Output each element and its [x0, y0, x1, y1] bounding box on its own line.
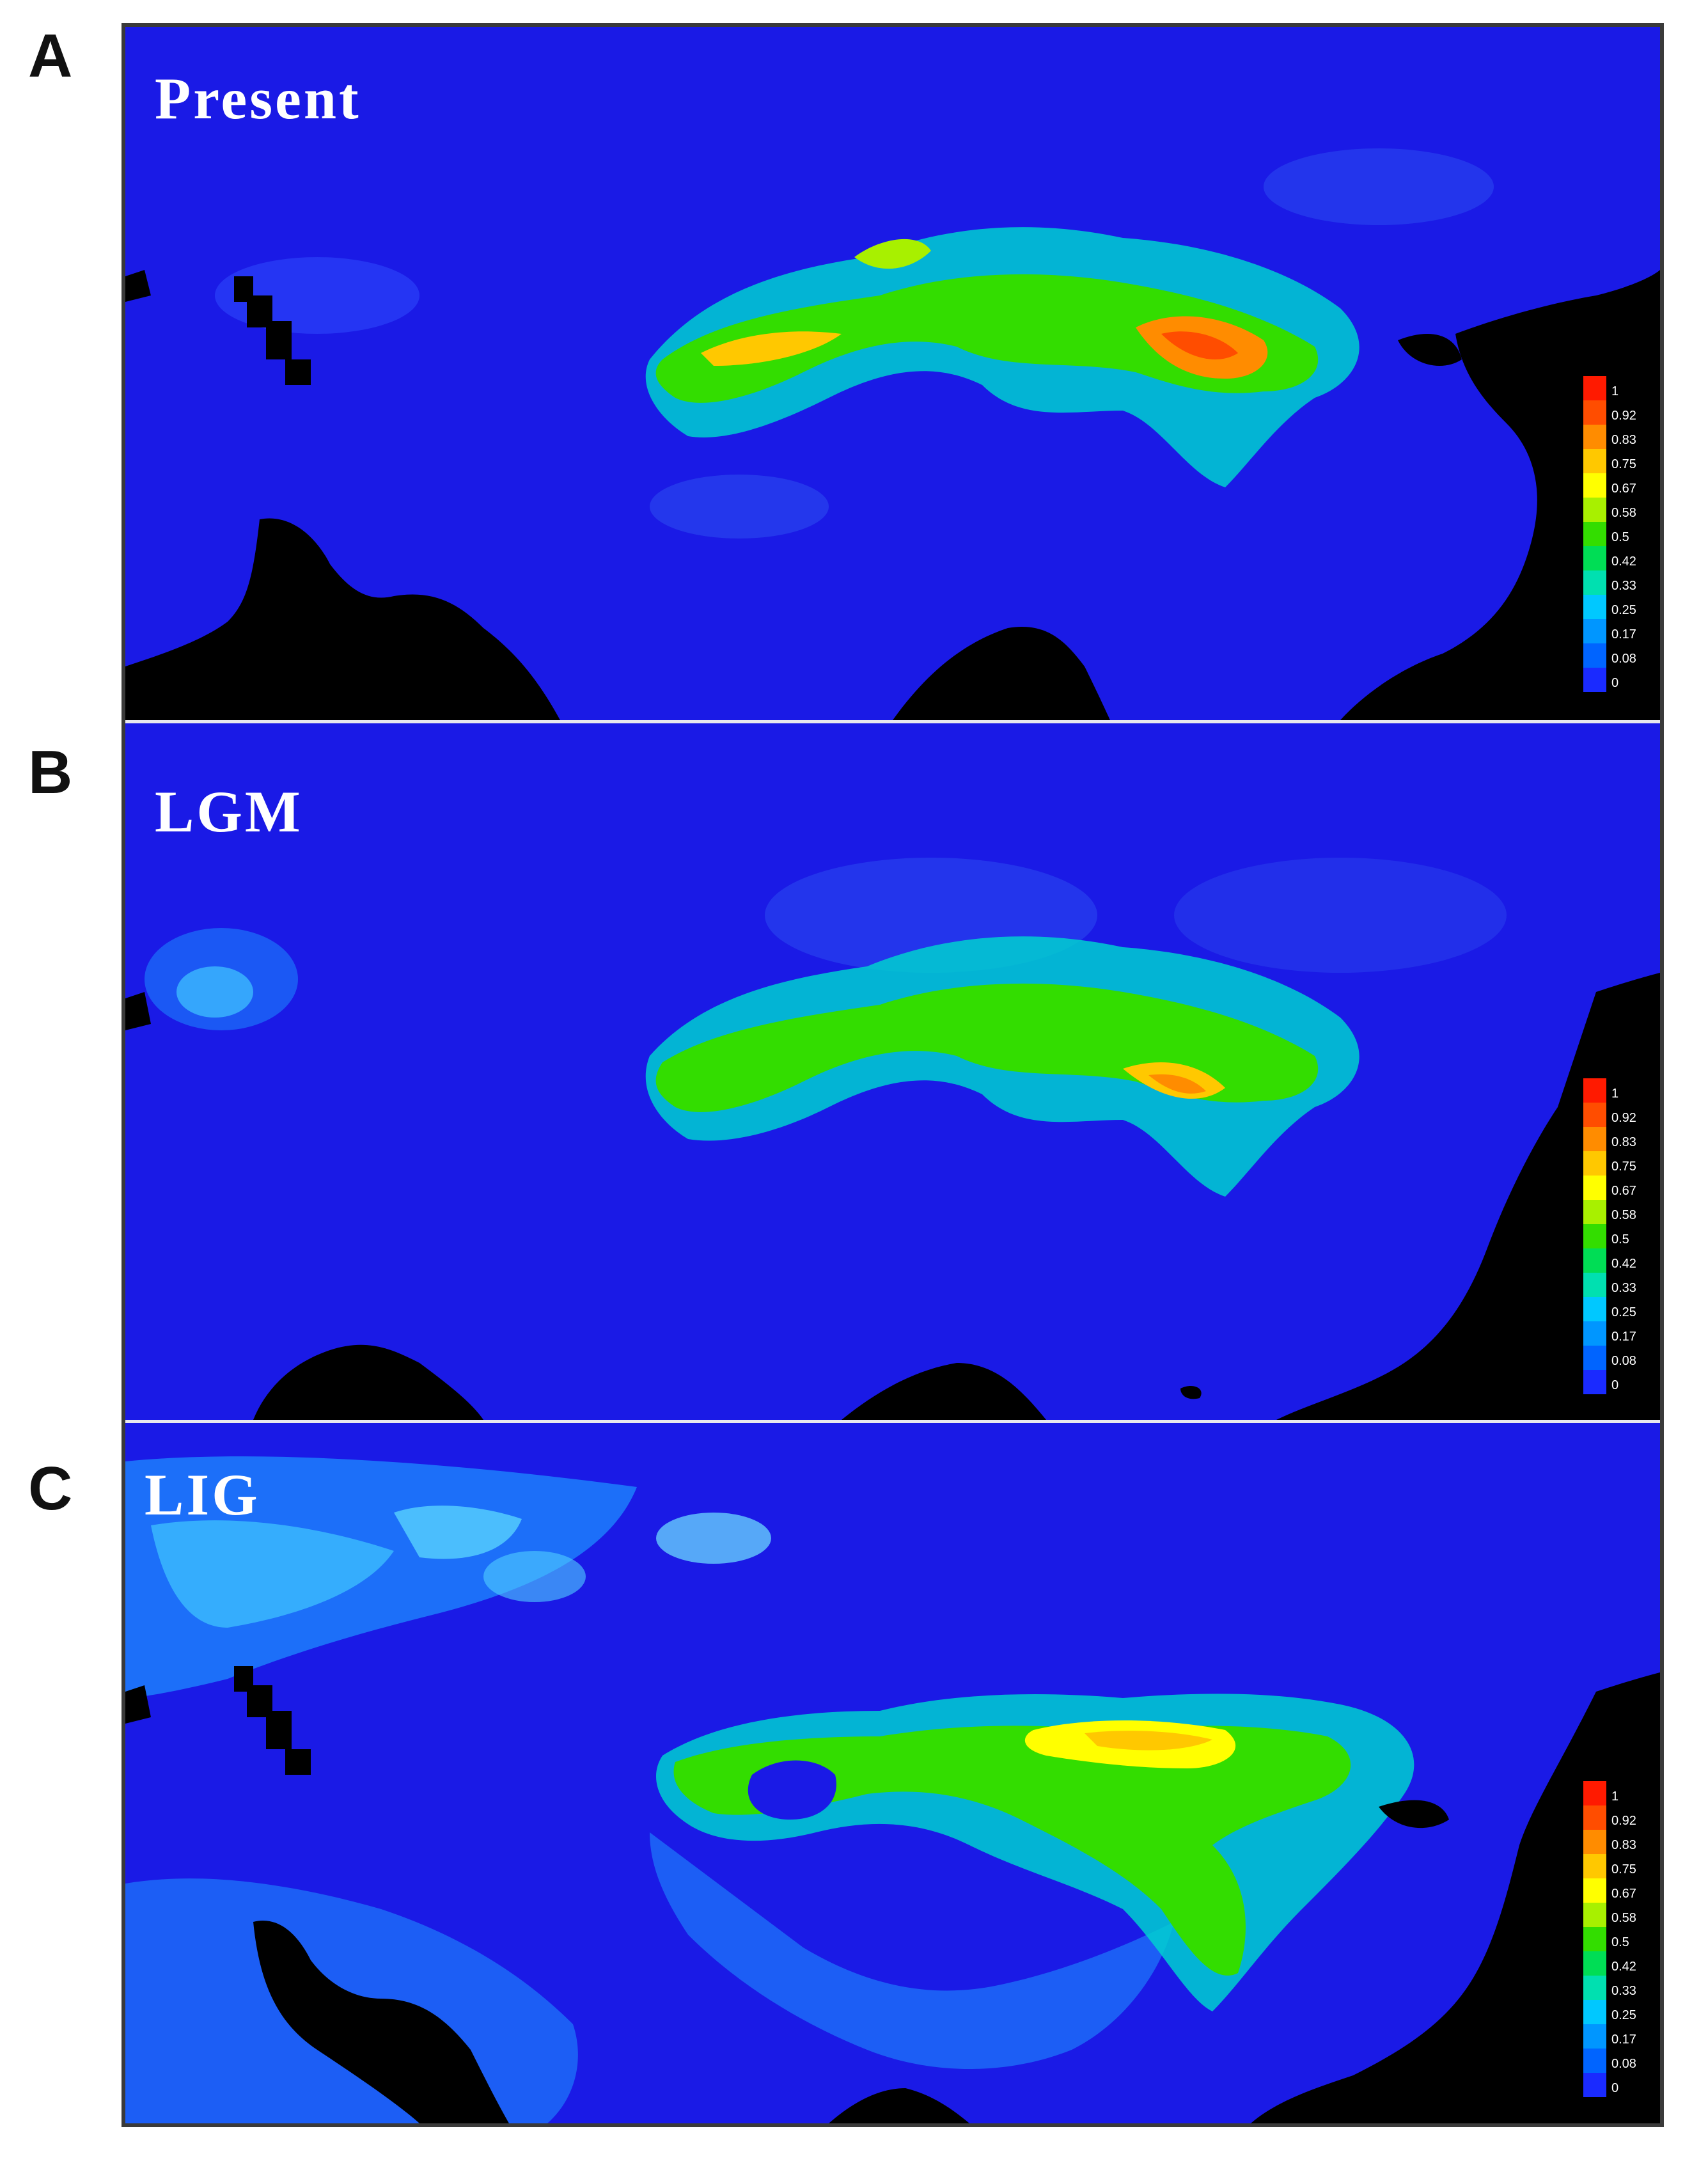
legend-tick: 0.17 — [1611, 627, 1636, 641]
scenario-title-lig: LIG — [145, 1462, 260, 1527]
panel-letter-a: A — [28, 22, 73, 90]
legend-tick: 0.17 — [1611, 2033, 1636, 2047]
legend-swatch — [1583, 498, 1606, 522]
legend-tick: 0.33 — [1611, 1984, 1636, 1998]
legend-tick: 0.92 — [1611, 409, 1636, 423]
legend-swatch — [1583, 619, 1606, 643]
color-legend: 1 0.92 0.83 0.75 0.67 0.58 0.5 0.42 0.33… — [1583, 1781, 1660, 2101]
map-panel-lgm: LGM 1 0.92 0.83 0.75 0.67 0.58 0.5 0.42 … — [125, 723, 1660, 1420]
suitability-map-lgm — [125, 723, 1660, 1420]
color-legend: 1 0.92 0.83 0.75 0.67 0.58 0.5 0.42 0.33… — [1583, 376, 1660, 696]
legend-swatch — [1583, 522, 1606, 546]
legend-swatch — [1583, 1370, 1606, 1394]
legend-tick: 0.33 — [1611, 579, 1636, 593]
legend-swatch — [1583, 449, 1606, 473]
legend-tick: 0.5 — [1611, 1935, 1629, 1949]
panel-divider — [125, 1420, 1660, 1423]
legend-swatch — [1583, 1951, 1606, 1976]
legend-swatch — [1583, 1248, 1606, 1273]
legend-swatch — [1583, 1976, 1606, 2000]
legend-tick: 0.58 — [1611, 1208, 1636, 1222]
suitability-map-lig — [125, 1423, 1660, 2123]
legend-swatch — [1583, 1805, 1606, 1830]
legend-swatch — [1583, 1781, 1606, 1805]
legend-swatch — [1583, 2073, 1606, 2097]
legend-swatch — [1583, 1078, 1606, 1103]
legend-tick: 0 — [1611, 1378, 1619, 1392]
suitability-map-present — [125, 27, 1660, 720]
legend-swatch — [1583, 570, 1606, 595]
legend-swatch — [1583, 2049, 1606, 2073]
legend-tick: 0.5 — [1611, 530, 1629, 544]
legend-tick: 0.58 — [1611, 506, 1636, 520]
scenario-title-present: Present — [155, 66, 361, 131]
legend-swatch — [1583, 546, 1606, 570]
legend-tick: 0.5 — [1611, 1232, 1629, 1247]
panel-letter-b: B — [28, 738, 73, 806]
legend-swatch — [1583, 1346, 1606, 1370]
legend-swatch — [1583, 1927, 1606, 1951]
legend-tick: 0.92 — [1611, 1814, 1636, 1828]
color-legend: 1 0.92 0.83 0.75 0.67 0.58 0.5 0.42 0.33… — [1583, 1078, 1660, 1398]
legend-tick: 0.17 — [1611, 1330, 1636, 1344]
legend-swatch — [1583, 376, 1606, 400]
legend-swatch — [1583, 1273, 1606, 1297]
legend-swatch — [1583, 1151, 1606, 1176]
legend-swatch — [1583, 2000, 1606, 2024]
panel-divider — [125, 720, 1660, 723]
legend-swatch — [1583, 1224, 1606, 1248]
legend-swatch — [1583, 643, 1606, 668]
legend-tick: 0.42 — [1611, 1257, 1636, 1271]
legend-tick: 0.08 — [1611, 2057, 1636, 2071]
legend-swatch — [1583, 1103, 1606, 1127]
map-panel-lig: LIG 1 0.92 0.83 0.75 0.67 0.58 0.5 0.42 … — [125, 1423, 1660, 2123]
legend-tick: 0.08 — [1611, 652, 1636, 666]
legend-tick: 0 — [1611, 676, 1619, 690]
legend-tick: 0.83 — [1611, 1838, 1636, 1852]
legend-tick: 0.58 — [1611, 1911, 1636, 1925]
legend-swatch — [1583, 2024, 1606, 2049]
legend-tick: 1 — [1611, 1087, 1619, 1101]
legend-tick: 1 — [1611, 1789, 1619, 1804]
legend-swatch — [1583, 1200, 1606, 1224]
legend-tick: 0.08 — [1611, 1354, 1636, 1368]
legend-tick: 0.67 — [1611, 1887, 1636, 1901]
legend-tick: 0.42 — [1611, 1960, 1636, 1974]
legend-tick: 0.67 — [1611, 1184, 1636, 1198]
legend-swatch — [1583, 1878, 1606, 1903]
legend-swatch — [1583, 1854, 1606, 1878]
legend-tick: 0.83 — [1611, 1135, 1636, 1149]
legend-swatch — [1583, 400, 1606, 425]
panel-letter-c: C — [28, 1454, 73, 1523]
legend-swatch — [1583, 425, 1606, 449]
legend-tick: 0.75 — [1611, 1160, 1636, 1174]
legend-swatch — [1583, 1176, 1606, 1200]
legend-tick: 0.42 — [1611, 555, 1636, 569]
legend-tick: 0.25 — [1611, 2008, 1636, 2022]
legend-tick: 0.67 — [1611, 482, 1636, 496]
map-panel-present: Present 1 0.92 0.83 0.75 0.67 0.58 0.5 0… — [125, 27, 1660, 720]
legend-swatch — [1583, 1830, 1606, 1854]
legend-tick: 0.33 — [1611, 1281, 1636, 1295]
legend-swatch — [1583, 1127, 1606, 1151]
legend-tick: 0.25 — [1611, 603, 1636, 617]
legend-tick: 0 — [1611, 2081, 1619, 2095]
legend-swatch — [1583, 668, 1606, 692]
legend-swatch — [1583, 1297, 1606, 1321]
legend-tick: 0.92 — [1611, 1111, 1636, 1125]
legend-swatch — [1583, 1903, 1606, 1927]
legend-swatch — [1583, 1321, 1606, 1346]
legend-tick: 0.83 — [1611, 433, 1636, 447]
scenario-title-lgm: LGM — [155, 779, 303, 844]
legend-tick: 0.25 — [1611, 1305, 1636, 1319]
legend-tick: 0.75 — [1611, 1862, 1636, 1876]
legend-tick: 1 — [1611, 384, 1619, 398]
legend-tick: 0.75 — [1611, 457, 1636, 471]
legend-swatch — [1583, 473, 1606, 498]
legend-swatch — [1583, 595, 1606, 619]
